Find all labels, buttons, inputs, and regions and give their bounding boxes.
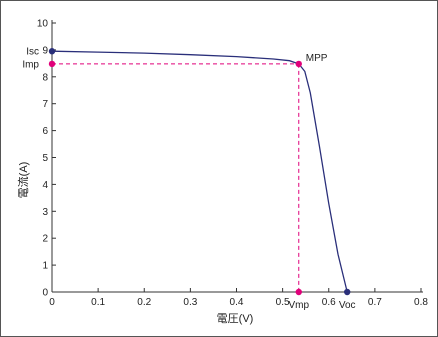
imp-point <box>48 60 56 68</box>
x-tick-label: 0 <box>49 297 55 308</box>
vmp-label: Vmp <box>288 300 309 311</box>
y-tick-label: 4 <box>42 180 48 191</box>
mpp-label: MPP <box>306 53 328 64</box>
mpp-point <box>295 60 302 68</box>
y-tick-label: 2 <box>42 234 48 245</box>
imp-label: Imp <box>22 59 39 70</box>
axes: 0 0.1 0.2 0.3 0.4 0.5 0.6 0.7 0.8 0 1 2 3 4 5 6 7 8 9 10 <box>37 19 429 309</box>
iv-curve-line <box>51 50 348 293</box>
y-tick-label: 6 <box>42 126 48 137</box>
reference-lines <box>52 63 300 292</box>
x-tick-label: 0.7 <box>368 297 382 308</box>
voc-label: Voc <box>339 300 356 311</box>
vmp-point <box>295 288 302 296</box>
y-tick-label: 3 <box>42 207 48 218</box>
x-axis-label: 電圧(V) <box>217 312 254 325</box>
x-tick-label: 0.6 <box>322 297 336 308</box>
x-tick-label: 0.5 <box>276 297 290 308</box>
y-tick-label: 1 <box>42 261 48 272</box>
x-tick-label: 0.3 <box>183 297 197 308</box>
isc-label: Isc <box>26 47 39 58</box>
y-axis-label: 電流(A) <box>16 162 30 199</box>
y-tick-label: 5 <box>42 153 48 164</box>
x-tick-label: 0.8 <box>414 297 428 308</box>
x-tick-label: 0.2 <box>137 297 151 308</box>
y-tick-label: 10 <box>37 19 49 30</box>
y-tick-label: 7 <box>42 99 48 110</box>
voc-point <box>344 288 351 296</box>
x-tick-label: 0.4 <box>230 297 244 308</box>
isc-point <box>48 48 56 55</box>
x-tick-label: 0.1 <box>91 297 105 308</box>
y-tick-label: 0 <box>42 288 48 299</box>
series-group <box>51 50 348 293</box>
y-tick-label: 9 <box>42 45 48 56</box>
y-tick-label: 8 <box>42 72 48 83</box>
